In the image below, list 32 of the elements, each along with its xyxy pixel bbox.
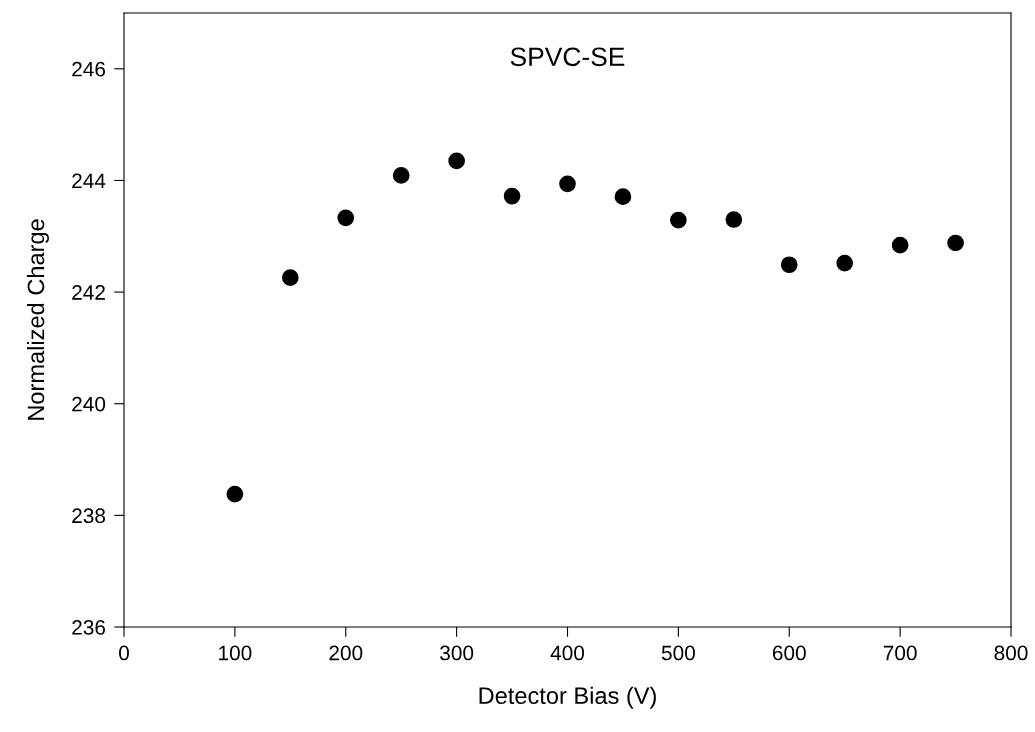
text: SPVC-SE — [510, 47, 625, 67]
point — [780, 256, 798, 274]
x-tick-label: 100 — [219, 645, 252, 661]
y-tick-label: 236 — [72, 620, 106, 635]
x-tick-label: 300 — [440, 645, 474, 661]
x-tick-label: 400 — [550, 645, 585, 661]
point — [337, 209, 355, 227]
point — [448, 152, 465, 170]
y-tick-label: 240 — [72, 396, 106, 412]
x-axis-title: Detector Bias (V) — [479, 686, 656, 709]
point — [836, 254, 854, 272]
y-tick-label: 238 — [72, 508, 106, 524]
point — [725, 211, 743, 228]
point — [503, 187, 521, 205]
y-tick-label: 244 — [72, 173, 106, 188]
point — [891, 236, 909, 254]
point — [614, 188, 632, 205]
point — [392, 167, 410, 184]
x-tick-label: 0 — [119, 645, 129, 661]
x-tick-label: 800 — [994, 645, 1028, 661]
y-axis-title: Normalized Charge — [26, 219, 49, 420]
y-tick-label: 246 — [72, 61, 106, 77]
point — [281, 269, 299, 286]
y-tick-label: 242 — [72, 285, 105, 300]
x-tick-label: 700 — [883, 645, 917, 661]
x-tick-label: 600 — [772, 645, 806, 661]
x-tick-label: 200 — [329, 645, 363, 661]
point — [947, 234, 964, 252]
x-tick-label: 500 — [661, 645, 695, 661]
point — [559, 175, 576, 193]
point — [670, 211, 687, 229]
point — [226, 485, 244, 503]
